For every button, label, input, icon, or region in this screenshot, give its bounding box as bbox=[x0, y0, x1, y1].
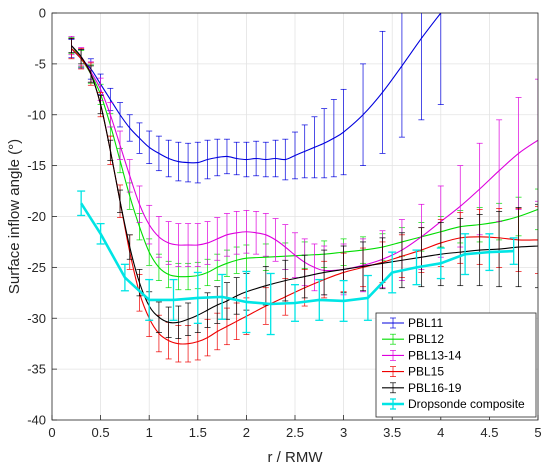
y-tick-label: -10 bbox=[27, 107, 46, 122]
legend-entry: PBL16-19 bbox=[382, 381, 462, 395]
y-tick-label: -25 bbox=[27, 260, 46, 275]
y-tick-label: -35 bbox=[27, 362, 46, 377]
legend-label: PBL12 bbox=[408, 332, 444, 346]
legend-entry: PBL15 bbox=[382, 365, 444, 379]
series-layer bbox=[68, 13, 538, 363]
legend: PBL11 PBL12 PBL13-14 PBL15 PBL16-19 Dropsonde… bbox=[375, 312, 537, 418]
y-tick-label: -20 bbox=[27, 209, 46, 224]
legend-label: PBL16-19 bbox=[408, 381, 462, 395]
series-line bbox=[80, 202, 514, 306]
legend-label: PBL13-14 bbox=[408, 348, 462, 362]
series-5 bbox=[77, 190, 518, 336]
x-tick-label: 1 bbox=[146, 425, 153, 440]
x-tick-label: 0 bbox=[48, 425, 55, 440]
y-tick-label: -5 bbox=[34, 56, 46, 71]
x-tick-label: 4.5 bbox=[480, 425, 498, 440]
y-tick-label: -30 bbox=[27, 311, 46, 326]
y-tick-label: -15 bbox=[27, 158, 46, 173]
legend-entry: PBL12 bbox=[382, 332, 444, 346]
legend-label: Dropsonde composite bbox=[408, 397, 525, 411]
legend-label: PBL11 bbox=[408, 316, 443, 330]
x-tick-label: 0.5 bbox=[92, 425, 110, 440]
series-line bbox=[71, 45, 538, 272]
legend-label: PBL15 bbox=[408, 365, 444, 379]
x-tick-label: 2.5 bbox=[286, 425, 304, 440]
x-axis-ticks: 0 0.5 1 1.5 2 2.5 3 3.5 4 4.5 5 bbox=[48, 415, 542, 440]
y-axis-label: Surface inflow angle (°) bbox=[6, 139, 23, 294]
x-axis-label: r / RMW bbox=[268, 449, 324, 466]
x-tick-label: 5 bbox=[534, 425, 541, 440]
x-tick-label: 1.5 bbox=[189, 425, 207, 440]
y-tick-label: -40 bbox=[27, 413, 46, 428]
series-line bbox=[71, 13, 442, 164]
series-line bbox=[70, 45, 538, 278]
x-tick-label: 3.5 bbox=[383, 425, 401, 440]
legend-entry: PBL13-14 bbox=[382, 348, 462, 362]
x-tick-label: 3 bbox=[340, 425, 347, 440]
y-tick-label: 0 bbox=[39, 6, 46, 21]
legend-entry: Dropsonde composite bbox=[382, 397, 525, 411]
x-tick-label: 4 bbox=[437, 425, 444, 440]
legend-entry: PBL11 bbox=[382, 316, 443, 330]
x-tick-label: 2 bbox=[243, 425, 250, 440]
y-axis-ticks: 0 -5 -10 -15 -20 -25 -30 -35 -40 bbox=[27, 6, 57, 428]
legend-box bbox=[375, 312, 537, 418]
